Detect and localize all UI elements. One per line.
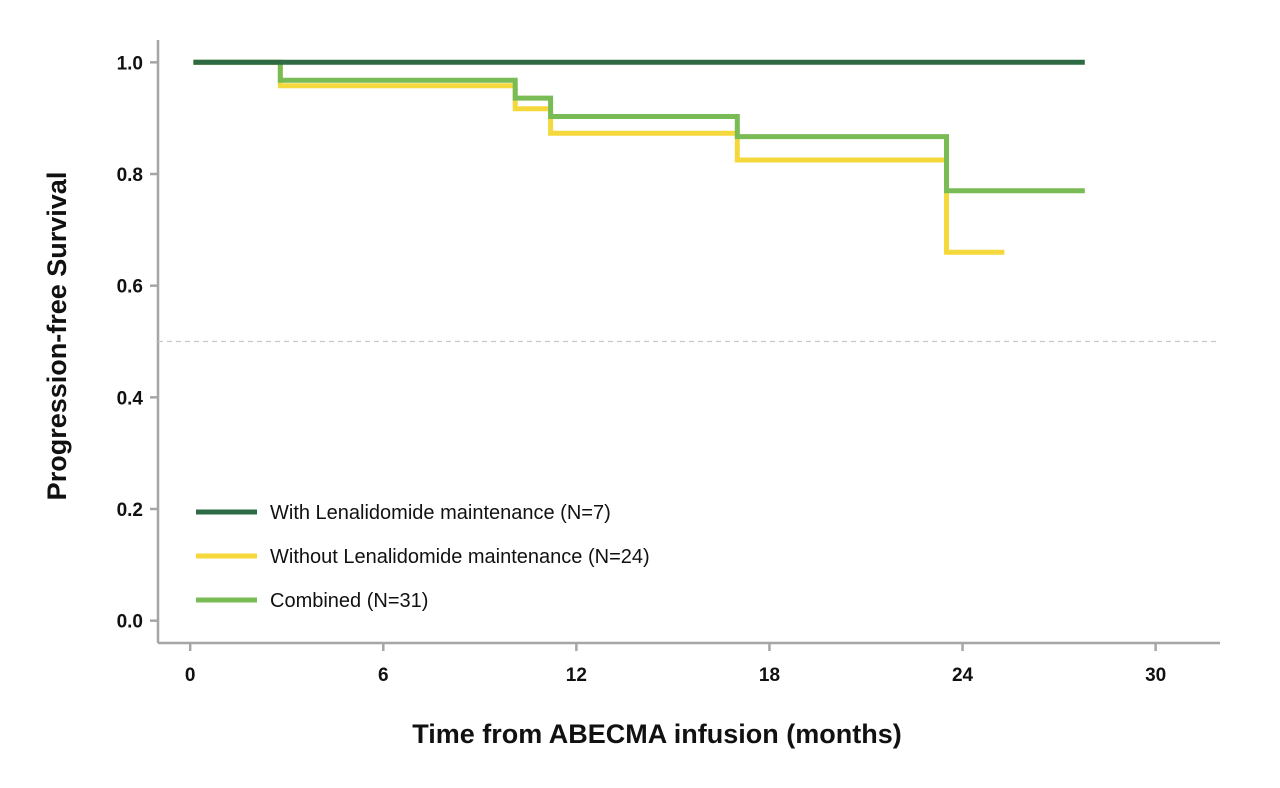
x-tick-label: 12 (566, 665, 587, 686)
series-layer (193, 59, 1085, 255)
x-tick-label: 30 (1145, 665, 1166, 686)
x-tick-label: 0 (185, 665, 196, 686)
km-curve-series-2 (193, 59, 1005, 255)
x-tick-label: 24 (952, 665, 974, 686)
axes-layer: 0.0 0.2 0.4 0.6 0.8 1.0 0 6 12 18 24 30 (117, 40, 1220, 686)
y-tick-label: 0.8 (117, 165, 143, 186)
y-tick-label: 0.2 (117, 500, 143, 521)
legend-label: Without Lenalidomide maintenance (N=24) (270, 546, 650, 568)
y-tick-label: 0.4 (117, 388, 144, 409)
legend-layer: With Lenalidomide maintenance (N=7) Witho… (196, 502, 650, 612)
legend-label: With Lenalidomide maintenance (N=7) (270, 502, 611, 524)
x-tick-label: 18 (759, 665, 780, 686)
y-tick-label: 0.0 (117, 612, 143, 633)
x-tick-label: 6 (378, 665, 389, 686)
y-tick-label: 0.6 (117, 277, 143, 298)
y-tick-label: 1.0 (117, 53, 143, 74)
y-axis-title: Progression-free Survival (42, 172, 72, 501)
x-axis-title: Time from ABECMA infusion (months) (412, 719, 901, 749)
legend-label: Combined (N=31) (270, 590, 428, 612)
km-curve-series-3 (193, 59, 1085, 194)
